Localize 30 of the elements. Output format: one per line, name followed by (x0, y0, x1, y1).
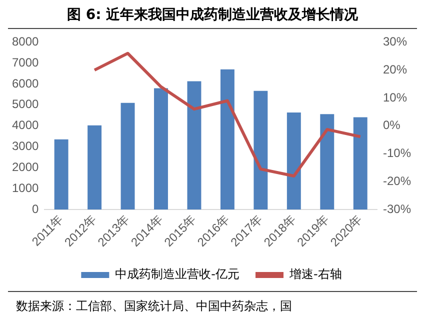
bar (286, 112, 301, 210)
chart-title: 图 6: 近年来我国中成药制造业营收及增长情况 (8, 0, 417, 29)
y-tick-label: 5000 (12, 97, 40, 112)
source-note: 数据来源：工信部、国家统计局、中国中药杂志，国 (8, 291, 417, 321)
y2-tick-label: -10% (382, 146, 412, 160)
bar (220, 69, 234, 210)
y-tick-label: 2000 (12, 160, 40, 174)
y-tick-label: 6000 (12, 76, 40, 90)
y2-tick-label: -30% (382, 202, 412, 216)
y2-tick-label: 10% (382, 90, 408, 104)
y-tick-label: 8000 (12, 34, 40, 49)
y-tick-label: 4000 (12, 118, 40, 132)
legend-label: 中成药制造业营收-亿元 (115, 267, 240, 282)
y-tick-label: 3000 (12, 139, 40, 154)
bar (353, 117, 368, 210)
bar (120, 102, 135, 210)
y-tick-label: 7000 (12, 55, 40, 70)
legend-label: 增速-右轴 (288, 267, 342, 282)
bar (187, 81, 202, 210)
bar (88, 125, 102, 210)
y2-tick-label: 20% (382, 62, 408, 76)
bar (154, 88, 168, 210)
y-tick-label: 1000 (12, 180, 40, 195)
y2-tick-label: 30% (382, 34, 408, 49)
y2-tick-label: -20% (382, 174, 412, 188)
bar (320, 114, 334, 210)
bar (54, 139, 68, 210)
y2-tick-label: 0% (382, 118, 401, 132)
y-tick-label: 0 (32, 202, 40, 216)
bar (254, 90, 268, 210)
